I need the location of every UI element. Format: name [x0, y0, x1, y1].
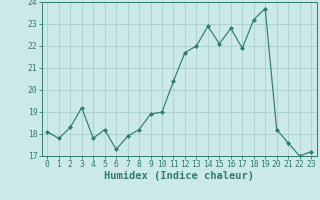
- X-axis label: Humidex (Indice chaleur): Humidex (Indice chaleur): [104, 171, 254, 181]
